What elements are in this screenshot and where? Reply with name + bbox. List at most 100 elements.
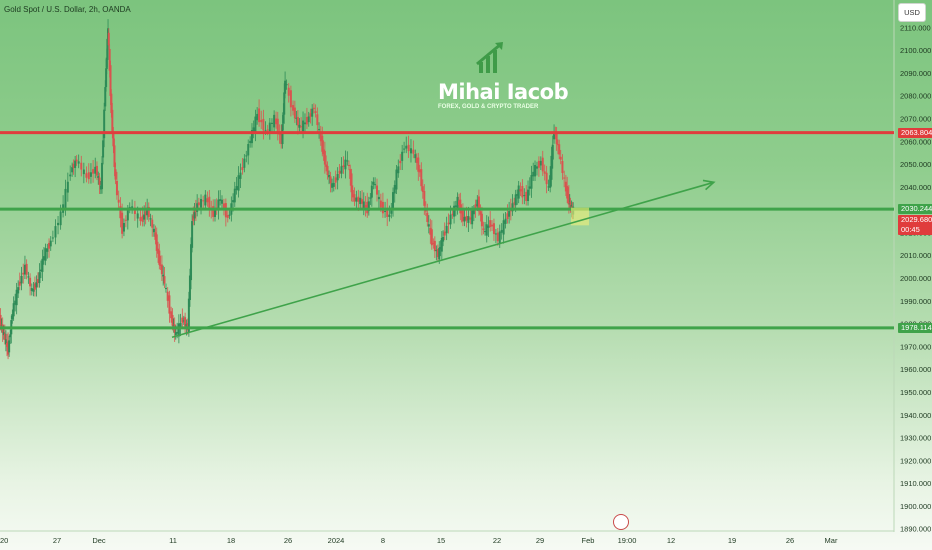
candle-body (163, 276, 166, 284)
candle-body (92, 169, 95, 174)
candle-body (295, 117, 298, 119)
candle-body (204, 194, 207, 206)
candle-body (487, 225, 490, 228)
candle-body (484, 231, 487, 233)
candle-body (36, 279, 39, 284)
candle-body (427, 224, 430, 227)
candle-body (377, 196, 380, 200)
candle-body (233, 188, 236, 203)
candle-body (2, 332, 5, 336)
candle-body (64, 188, 67, 209)
candle-body (511, 203, 514, 212)
candle-body (355, 197, 358, 202)
candle-body (57, 222, 60, 226)
candle-body (479, 211, 482, 215)
price-level-tag[interactable]: 2030.244 (898, 204, 932, 215)
candle-body (191, 221, 194, 248)
candle-body (346, 160, 349, 162)
candle-body (465, 216, 468, 221)
x-tick-label: Dec (92, 536, 106, 545)
x-tick-label: 22 (493, 536, 501, 545)
candle-body (372, 181, 375, 185)
candle-body (212, 206, 215, 217)
candle-body (289, 90, 292, 108)
candle-body (332, 182, 335, 187)
candle-body (101, 162, 104, 190)
candle-body (439, 247, 442, 250)
candle-body (51, 237, 54, 239)
candle-body (307, 116, 310, 123)
candle-body (3, 333, 6, 340)
candle-body (417, 157, 420, 172)
candle-body (379, 200, 382, 208)
candle-body (273, 114, 276, 128)
candle-body (432, 242, 435, 245)
candle-body (46, 248, 49, 252)
candle-body (192, 215, 195, 221)
chart-title: Gold Spot / U.S. Dollar, 2h, OANDA (4, 5, 131, 14)
y-tick-label: 2110.000 (900, 23, 931, 32)
candle-body (369, 197, 372, 199)
candle-body (74, 160, 77, 168)
candle-body (331, 183, 334, 188)
candle-body (550, 155, 553, 180)
candle-body (122, 222, 125, 232)
currency-selector-button[interactable]: USD (898, 3, 926, 22)
candle-body (491, 224, 494, 227)
candle-body (296, 116, 299, 126)
candle-body (440, 237, 443, 252)
candle-body (300, 126, 303, 128)
chart-growth-icon (476, 42, 503, 73)
candle-body (445, 225, 448, 234)
candle-body (359, 197, 362, 205)
candle-body (376, 185, 379, 195)
candle-body (226, 215, 229, 218)
candle-body (270, 122, 273, 124)
candle-body (433, 240, 436, 252)
candle-body (547, 186, 550, 188)
x-tick-label: 8 (381, 536, 385, 545)
candle-body (494, 233, 497, 235)
x-tick-label: 29 (536, 536, 544, 545)
candle-body (395, 169, 398, 190)
candle-body (228, 214, 231, 216)
y-tick-label: 1990.000 (900, 297, 931, 306)
candle-body (235, 186, 238, 191)
y-tick-label: 1900.000 (900, 502, 931, 511)
candle-body (243, 158, 246, 168)
y-tick-label: 2040.000 (900, 183, 931, 192)
y-tick-label: 2050.000 (900, 160, 931, 169)
bar-countdown: 00:45 (901, 225, 920, 235)
news-flag-icon[interactable] (613, 514, 629, 530)
candle-body (245, 155, 248, 157)
candle-body (453, 205, 456, 217)
candle-body (117, 199, 120, 203)
candle-body (458, 200, 461, 206)
candle-body (155, 234, 158, 251)
price-level-tag[interactable]: 1978.114 (898, 322, 932, 333)
candle-body (105, 68, 108, 88)
candle-body (390, 207, 393, 214)
candle-body (111, 109, 114, 134)
candle-body (551, 144, 554, 160)
candle-body (196, 203, 199, 212)
candle-body (200, 198, 203, 208)
x-tick-label: 2024 (328, 536, 345, 545)
candle-body (558, 144, 561, 155)
candle-body (370, 185, 373, 198)
candle-body (447, 222, 450, 225)
candle-body (463, 216, 466, 222)
candle-body (467, 216, 470, 223)
candle-body (443, 231, 446, 236)
candle-body (0, 325, 3, 327)
candle-body (0, 314, 2, 326)
candle-body (449, 214, 452, 225)
price-level-tag[interactable]: 2063.804 (898, 127, 932, 138)
candle-body (549, 175, 552, 188)
candle-body (115, 180, 118, 196)
candle-body (103, 109, 106, 139)
candle-body (42, 256, 45, 261)
candle-body (418, 169, 421, 173)
current-price-tag[interactable]: 2029.680 00:45 (898, 215, 932, 236)
